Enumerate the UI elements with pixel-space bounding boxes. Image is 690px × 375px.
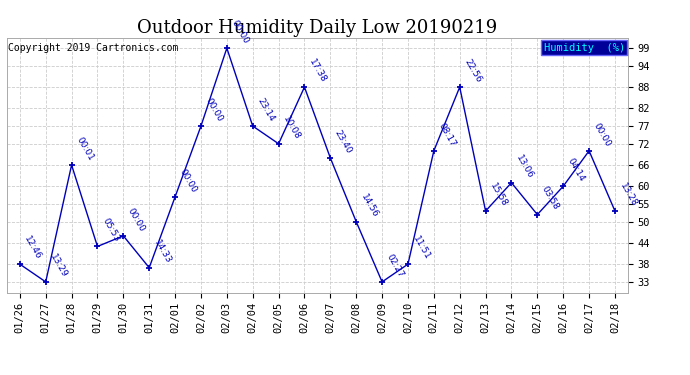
Text: 00:01: 00:01 [75,135,95,162]
Text: 00:00: 00:00 [230,18,250,45]
Text: 13:06: 13:06 [514,153,535,180]
Text: 13:28: 13:28 [618,182,638,208]
Text: 15:58: 15:58 [489,182,509,208]
Text: 22:56: 22:56 [462,58,483,84]
Text: 00:00: 00:00 [204,96,224,123]
Text: 17:38: 17:38 [307,57,328,84]
Text: 05:53: 05:53 [100,217,121,244]
Text: 13:29: 13:29 [48,252,69,279]
Text: 00:00: 00:00 [178,167,199,194]
Text: 08:17: 08:17 [437,121,457,148]
Text: 10:08: 10:08 [282,114,302,141]
Text: 23:14: 23:14 [255,97,276,123]
Text: 12:46: 12:46 [23,235,43,261]
Text: 02:27: 02:27 [385,252,406,279]
Text: 14:56: 14:56 [359,192,380,219]
Text: 00:00: 00:00 [592,121,613,148]
Title: Outdoor Humidity Daily Low 20190219: Outdoor Humidity Daily Low 20190219 [137,20,497,38]
Text: 03:58: 03:58 [540,185,561,212]
Text: 14:33: 14:33 [152,238,172,265]
Text: 23:40: 23:40 [333,129,354,155]
Text: 04:14: 04:14 [566,157,586,183]
Text: Humidity  (%): Humidity (%) [544,43,625,52]
Text: Copyright 2019 Cartronics.com: Copyright 2019 Cartronics.com [8,43,179,52]
Text: 11:51: 11:51 [411,234,431,261]
Text: 00:00: 00:00 [126,206,147,233]
